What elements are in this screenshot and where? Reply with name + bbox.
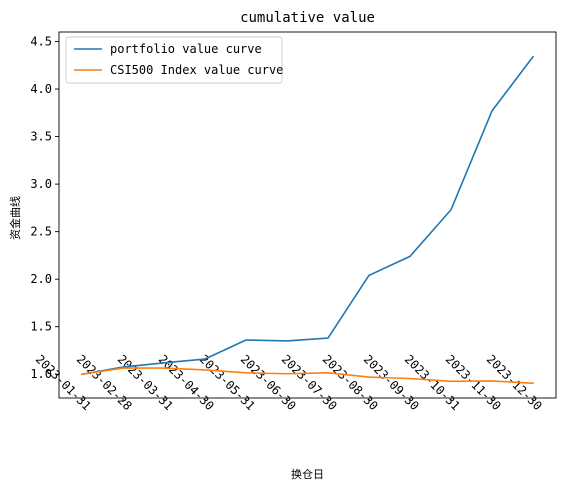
y-tick-label: 1.0 [30,367,52,381]
y-tick-label: 2.0 [30,272,52,286]
y-axis-label: 资金曲线 [8,196,22,240]
legend: portfolio value curve CSI500 Index value … [65,36,283,84]
x-axis-label: 换仓日 [291,467,324,481]
legend-label-1: portfolio value curve [110,42,262,56]
legend-box [65,36,283,84]
series-line-2 [81,367,534,385]
series-line-1 [81,55,535,376]
y-tick-label: 2.5 [30,225,52,239]
y-tick-label: 1.5 [30,320,52,334]
chart-title: cumulative value [240,10,375,26]
y-tick-label: 3.5 [30,130,52,144]
legend-label-2: CSI500 Index value curve [110,63,283,77]
y-tick-label: 4.5 [30,35,52,49]
y-tick-label: 3.0 [30,177,52,191]
y-tick-label: 4.0 [30,82,52,96]
axes-frame [58,31,557,399]
plot-area: 1.01.52.02.53.03.54.04.52023-01-312023-0… [30,31,557,413]
